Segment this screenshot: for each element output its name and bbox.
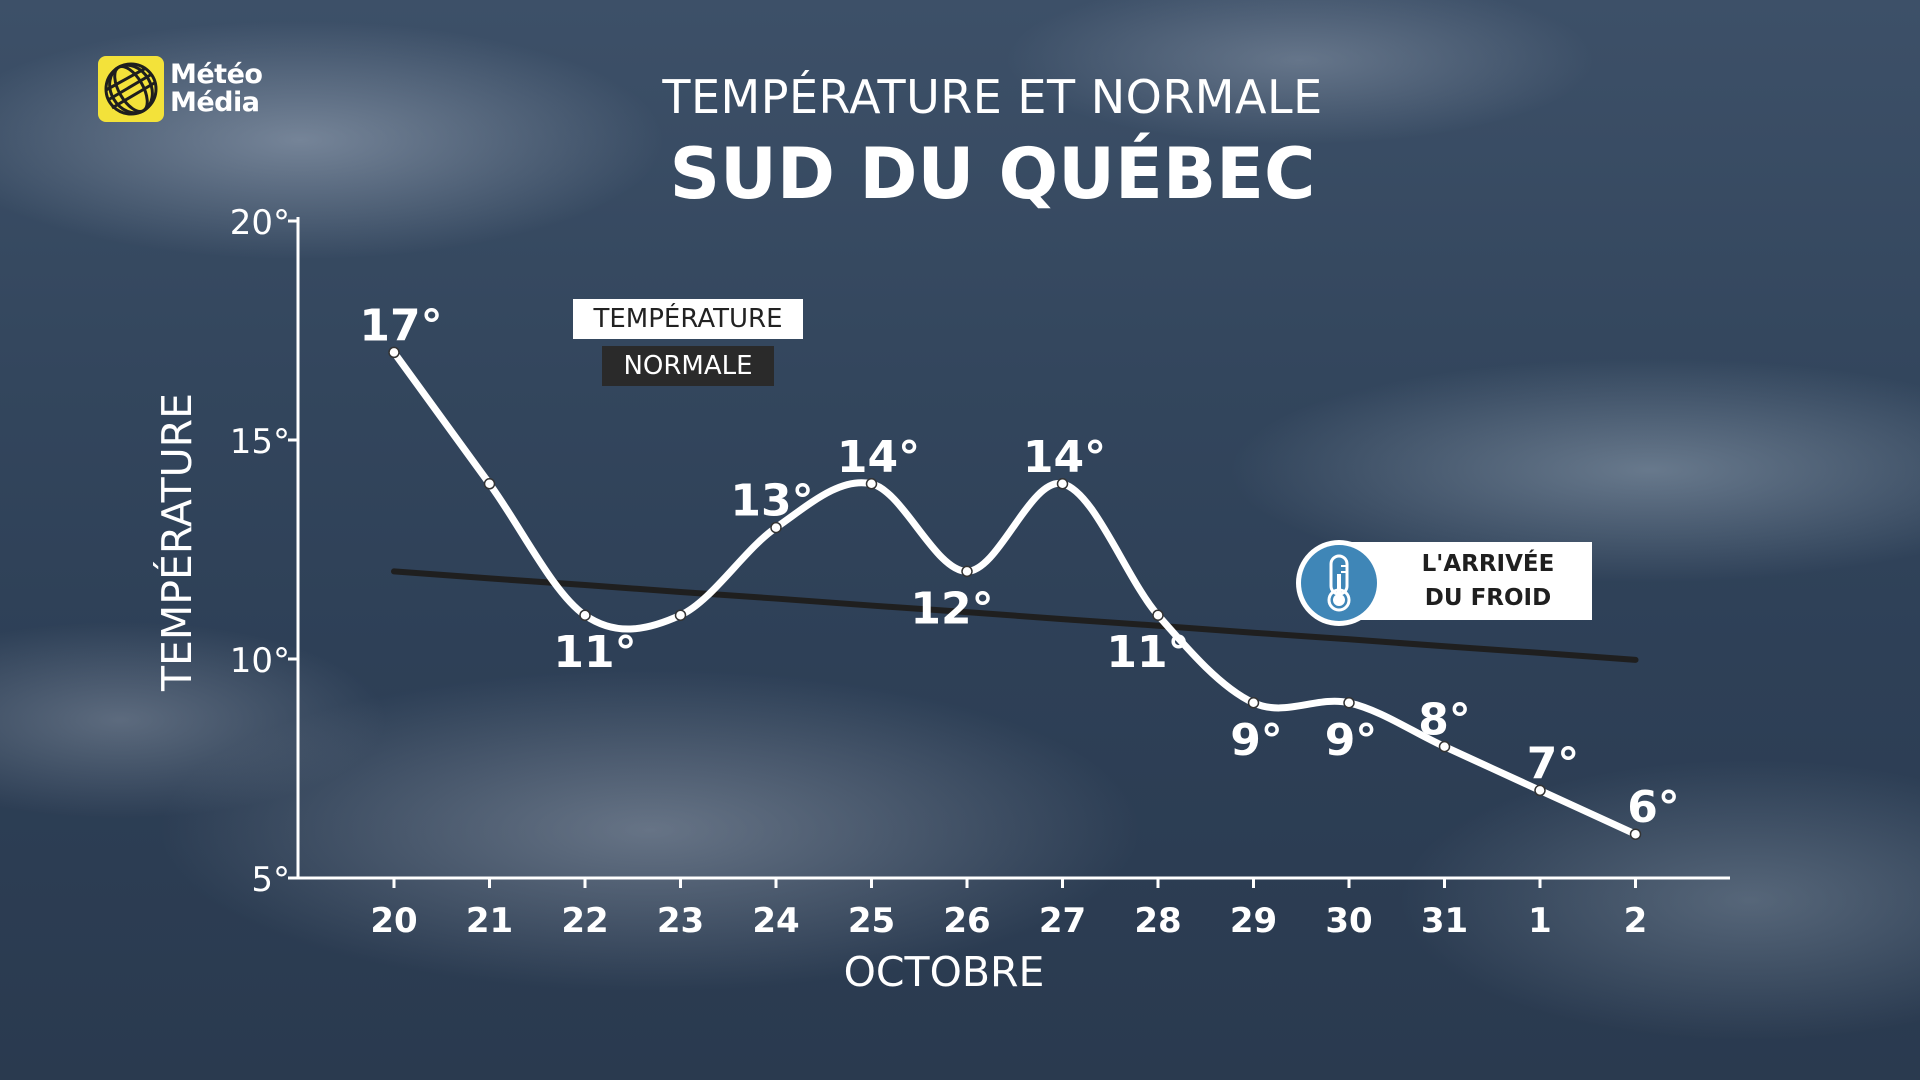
x-tick-label: 23 bbox=[657, 901, 704, 941]
temperature-data-label: 9° bbox=[1325, 715, 1378, 766]
callout-line-2: DU FROID bbox=[1424, 585, 1552, 611]
temperature-point bbox=[770, 521, 782, 534]
x-tick-label: 21 bbox=[466, 901, 513, 941]
chart-title: TEMPÉRATURE ET NORMALE bbox=[662, 70, 1323, 124]
thermometer-icon bbox=[1296, 540, 1382, 626]
normal-series bbox=[391, 568, 1639, 663]
temperature-data-label: 11° bbox=[553, 627, 636, 678]
cold-arrival-callout: L'ARRIVÉE DU FROID bbox=[1296, 540, 1592, 626]
temperature-data-label: 6° bbox=[1627, 782, 1680, 833]
temperature-data-label: 9° bbox=[1230, 715, 1283, 766]
temperature-series bbox=[388, 346, 1642, 840]
logo-line-1: Météo bbox=[170, 59, 263, 90]
temperature-point bbox=[1438, 740, 1451, 753]
callout-box: L'ARRIVÉE DU FROID bbox=[1344, 542, 1592, 620]
temperature-data-label: 8° bbox=[1418, 695, 1471, 746]
normal-line bbox=[391, 568, 1639, 663]
x-tick-label: 31 bbox=[1421, 901, 1468, 941]
logo-wordmark: Météo Média bbox=[170, 59, 263, 118]
meteomedia-logo: Météo Média bbox=[98, 56, 263, 122]
x-tick-label: 1 bbox=[1528, 901, 1552, 941]
temperature-point bbox=[1056, 478, 1069, 490]
x-tick-label: 29 bbox=[1230, 901, 1277, 941]
data-labels: 17° 11° 13° 14° 12° 14° 11° 9° 9° 8° 7° 6° bbox=[359, 300, 1679, 833]
x-tick-label: 22 bbox=[561, 901, 608, 941]
logo-line-2: Média bbox=[170, 87, 260, 118]
globe-logo-icon bbox=[98, 56, 164, 122]
temperature-point bbox=[579, 609, 591, 621]
chart-axes: 5° 10° 15° 20° 20 21 22 23 24 25 26 27 28 29 30 31 1 2 bbox=[230, 203, 1730, 941]
x-tick-label: 26 bbox=[943, 901, 990, 941]
callout-line-1: L'ARRIVÉE bbox=[1421, 551, 1555, 577]
temperature-data-label: 12° bbox=[910, 583, 993, 634]
temperature-data-label: 14° bbox=[1023, 432, 1106, 483]
y-tick-label: 20° bbox=[230, 203, 290, 243]
chart-subtitle: SUD DU QUÉBEC bbox=[669, 133, 1316, 215]
x-tick-label: 24 bbox=[752, 901, 799, 941]
temperature-point bbox=[865, 478, 878, 490]
x-axis-label: OCTOBRE bbox=[844, 948, 1045, 996]
temperature-data-label: 14° bbox=[837, 432, 920, 483]
y-tick-label: 10° bbox=[230, 641, 290, 681]
y-tick-label: 5° bbox=[251, 860, 290, 900]
temperature-point bbox=[674, 609, 687, 621]
temperature-data-label: 13° bbox=[730, 476, 813, 527]
temperature-point bbox=[961, 565, 973, 578]
legend-normal: NORMALE bbox=[602, 346, 774, 386]
x-tick-label: 2 bbox=[1624, 901, 1648, 941]
temperature-point bbox=[1629, 828, 1642, 840]
temperature-point bbox=[1343, 697, 1355, 709]
x-tick-label: 20 bbox=[370, 901, 417, 941]
temperature-data-label: 11° bbox=[1106, 627, 1189, 678]
legend-temperature: TEMPÉRATURE bbox=[573, 299, 803, 339]
y-axis-label: TEMPÉRATURE bbox=[153, 393, 201, 692]
temperature-point bbox=[1534, 784, 1546, 797]
y-tick-label: 15° bbox=[230, 422, 290, 462]
temperature-point bbox=[483, 478, 496, 490]
temperature-data-label: 7° bbox=[1527, 738, 1580, 789]
x-tick-label: 30 bbox=[1325, 901, 1372, 941]
x-tick-label: 27 bbox=[1039, 901, 1086, 941]
x-tick-label: 28 bbox=[1134, 901, 1181, 941]
x-tick-label: 25 bbox=[848, 901, 895, 941]
temperature-point bbox=[388, 346, 400, 359]
temperature-data-label: 17° bbox=[359, 300, 442, 351]
temperature-point bbox=[1152, 609, 1164, 621]
temperature-point bbox=[1247, 697, 1260, 709]
